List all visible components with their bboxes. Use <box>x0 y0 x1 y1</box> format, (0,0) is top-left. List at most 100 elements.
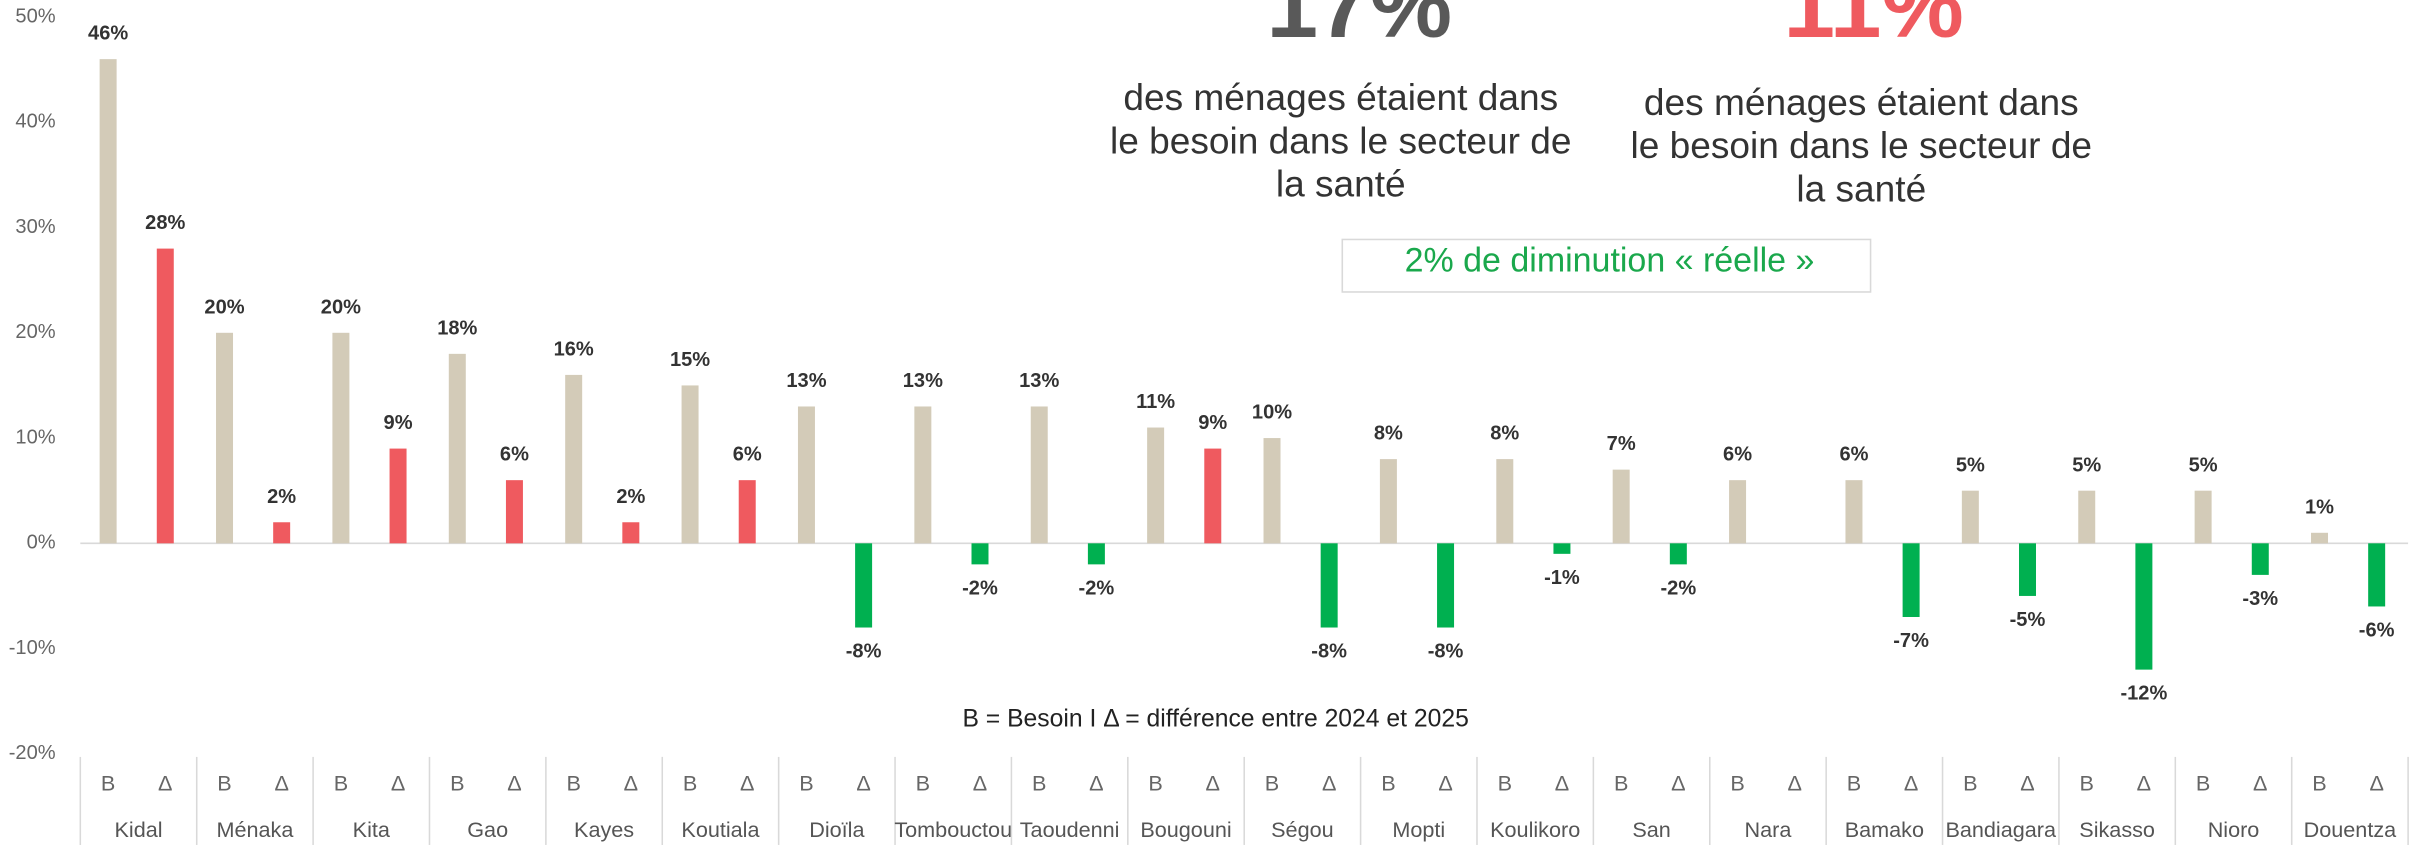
bar <box>156 248 174 544</box>
x-tick-label: Ségou <box>1271 817 1333 842</box>
data-label: -5% <box>2010 609 2046 631</box>
sub-category-label: Δ <box>391 770 405 795</box>
kpi-text: des ménages étaient dans <box>1123 76 1558 118</box>
data-label: -2% <box>1079 577 1115 599</box>
bar <box>1379 459 1397 544</box>
data-label: -12% <box>2120 683 2167 705</box>
bar <box>681 385 699 544</box>
sub-category-label: B <box>683 770 697 795</box>
x-tick-label: Tombouctou <box>894 817 1012 842</box>
data-label: 5% <box>2072 454 2101 476</box>
x-tick-label: Kayes <box>574 817 634 842</box>
bar <box>2194 490 2212 544</box>
sub-category-label: Δ <box>1322 770 1336 795</box>
x-tick-label: Gao <box>467 817 508 842</box>
kpi-value: 11% <box>1783 0 1963 57</box>
sub-category-label: Δ <box>2253 770 2267 795</box>
sub-category-label: Δ <box>274 770 288 795</box>
bar <box>2135 543 2153 670</box>
data-label: 16% <box>554 338 594 360</box>
x-tick-label: Bandiagara <box>1945 817 2057 842</box>
sub-category-label: Δ <box>624 770 638 795</box>
data-label: 13% <box>903 370 943 392</box>
data-label: 13% <box>1019 370 1059 392</box>
data-label: -2% <box>1660 577 1696 599</box>
sub-category-label: B <box>450 770 464 795</box>
bar <box>332 332 350 544</box>
sub-category-label: B <box>1730 770 1744 795</box>
data-label: 6% <box>733 444 762 466</box>
sub-category-label: B <box>1614 770 1628 795</box>
sub-category-label: B <box>334 770 348 795</box>
sub-category-label: Δ <box>507 770 521 795</box>
x-tick-label: Kidal <box>114 817 162 842</box>
y-tick-label: 20% <box>15 321 55 343</box>
data-label: 9% <box>384 412 413 434</box>
kpi-value: 17% <box>1267 0 1452 57</box>
data-label: 9% <box>1198 412 1227 434</box>
bar <box>855 543 873 628</box>
data-label: 2% <box>616 486 645 508</box>
sub-category-label: Δ <box>1555 770 1569 795</box>
bar <box>2368 543 2386 607</box>
data-label: 10% <box>1252 402 1292 424</box>
y-tick-label: 40% <box>15 111 55 133</box>
x-tick-label: Douentza <box>2304 817 2397 842</box>
sub-category-label: Δ <box>856 770 870 795</box>
y-tick-label: 30% <box>15 216 55 238</box>
bar <box>565 374 583 544</box>
bar <box>1087 543 1105 565</box>
sub-category-label: Δ <box>1788 770 1802 795</box>
sub-category-label: B <box>2196 770 2210 795</box>
bar <box>1263 438 1281 544</box>
data-label: 20% <box>321 296 361 318</box>
data-label: 15% <box>670 349 710 371</box>
sub-category-label: Δ <box>1089 770 1103 795</box>
y-tick-label: -20% <box>9 742 56 764</box>
x-tick-label: Mopti <box>1392 817 1445 842</box>
data-label: 13% <box>786 370 826 392</box>
bar <box>1961 490 1979 544</box>
bar <box>389 448 407 544</box>
bar <box>2311 532 2329 544</box>
note: B = Besoin I Δ = différence entre 2024 e… <box>962 705 1468 732</box>
sub-category-label: Δ <box>1671 770 1685 795</box>
data-label: -8% <box>1428 641 1464 663</box>
sub-category-label: Δ <box>158 770 172 795</box>
bar <box>738 480 756 544</box>
sub-category-label: B <box>2312 770 2326 795</box>
data-label: -3% <box>2242 588 2278 610</box>
data-label: -2% <box>962 577 998 599</box>
data-label: 7% <box>1607 433 1636 455</box>
sub-category-label: Δ <box>2369 770 2383 795</box>
data-label: -8% <box>846 641 882 663</box>
x-tick-label: Nioro <box>2208 817 2260 842</box>
y-tick-label: -10% <box>9 637 56 659</box>
sub-category-label: Δ <box>2020 770 2034 795</box>
data-label: 5% <box>2189 454 2218 476</box>
data-label: 8% <box>1374 423 1403 445</box>
data-label: -8% <box>1311 641 1347 663</box>
data-label: -7% <box>1893 630 1929 652</box>
kpi-text: le besoin dans le secteur de <box>1110 119 1572 161</box>
x-tick-label: Koulikoro <box>1490 817 1580 842</box>
data-label: 6% <box>1723 444 1752 466</box>
bar <box>1669 543 1687 565</box>
data-label: 5% <box>1956 454 1985 476</box>
sub-category-label: B <box>217 770 231 795</box>
data-label: 18% <box>437 317 477 339</box>
x-tick-label: Kita <box>353 817 391 842</box>
bar <box>1729 480 1747 544</box>
comparison-text: 2% de diminution « réelle » <box>1405 242 1815 280</box>
sub-category-label: B <box>1498 770 1512 795</box>
data-label: 6% <box>500 444 529 466</box>
bar <box>2019 543 2036 596</box>
x-tick-label: Sikasso <box>2079 817 2155 842</box>
sub-category-label: B <box>1381 770 1395 795</box>
bar <box>2251 543 2269 575</box>
bar <box>1553 543 1571 554</box>
x-tick-label: Taoudenni <box>1020 817 1120 842</box>
bar <box>448 353 466 544</box>
sub-category-label: B <box>1032 770 1046 795</box>
